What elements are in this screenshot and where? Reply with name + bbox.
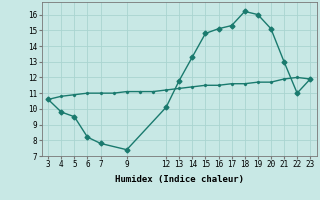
- X-axis label: Humidex (Indice chaleur): Humidex (Indice chaleur): [115, 175, 244, 184]
